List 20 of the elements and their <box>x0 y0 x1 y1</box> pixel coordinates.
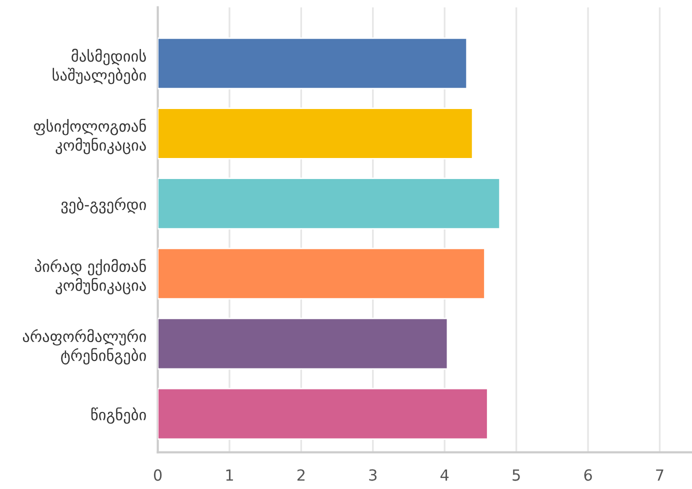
x-tick-label: 1 <box>226 469 233 481</box>
x-tick-label: 4 <box>440 469 449 481</box>
bar <box>158 248 486 300</box>
x-tick-label: 0 <box>154 469 162 481</box>
y-tick-label: პირად ექიმთან კომუნიკაცია <box>35 259 146 294</box>
x-tick-label: 3 <box>369 469 377 481</box>
bar <box>158 388 488 440</box>
y-tick-label: არაფორმალური ტრენინგები <box>22 329 146 364</box>
bar <box>158 108 474 160</box>
y-tick-label: მასმედიის საშუალებები <box>52 48 146 84</box>
x-tick-label: 7 <box>656 469 664 481</box>
x-tick-label: 6 <box>584 469 592 481</box>
y-tick-label: წიგნები <box>91 407 146 424</box>
x-tick-label: 2 <box>297 469 305 481</box>
y-tick-label: ვებ-გვერდი <box>61 197 146 214</box>
y-tick-label: ფსიქოლოგთან კომუნიკაცია <box>34 118 146 154</box>
bar <box>158 318 448 370</box>
bar <box>158 37 468 90</box>
x-tick-label: 5 <box>512 469 520 481</box>
bar <box>158 178 501 230</box>
